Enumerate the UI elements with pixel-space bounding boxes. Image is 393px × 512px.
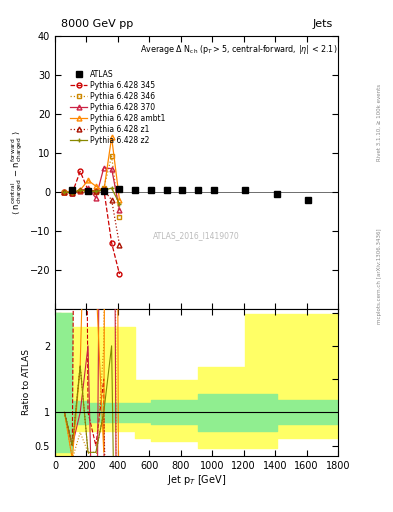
Pythia 6.428 345 [101, 186, 106, 192]
Pythia 6.428 345 [86, 187, 90, 193]
Pythia 6.428 346 [86, 188, 90, 195]
Text: mcplots.cern.ch [arXiv:1306.3436]: mcplots.cern.ch [arXiv:1306.3436] [377, 229, 382, 324]
ATLAS [149, 187, 153, 193]
Pythia 6.428 z2 [78, 187, 83, 193]
ATLAS [180, 187, 185, 193]
Pythia 6.428 z1 [70, 190, 75, 196]
ATLAS [196, 187, 200, 193]
Pythia 6.428 z2 [101, 187, 106, 193]
Pythia 6.428 370 [78, 188, 83, 194]
Pythia 6.428 z1 [101, 187, 106, 193]
Pythia 6.428 z2 [94, 188, 98, 195]
Y-axis label: $\langle$ n$^{\rm central}_{\rm charged}$ $-$ n$^{\rm forward}_{\rm charged}$ $\: $\langle$ n$^{\rm central}_{\rm charged}… [10, 130, 26, 215]
ATLAS [211, 187, 216, 193]
Pythia 6.428 346 [78, 188, 83, 195]
Pythia 6.428 ambt1 [109, 134, 114, 140]
Pythia 6.428 ambt1 [86, 177, 90, 183]
Line: Pythia 6.428 z1: Pythia 6.428 z1 [62, 188, 122, 247]
Line: ATLAS: ATLAS [69, 186, 311, 203]
Pythia 6.428 ambt1 [101, 188, 106, 195]
Line: Pythia 6.428 z2: Pythia 6.428 z2 [62, 186, 122, 206]
Pythia 6.428 346 [62, 189, 67, 195]
ATLAS [117, 186, 122, 192]
ATLAS [274, 191, 279, 197]
Pythia 6.428 370 [109, 165, 114, 172]
Text: Average $\Delta$ N$_{\rm ch}$ (p$_T$$>$5, central-forward, $|\eta|$ < 2.1): Average $\Delta$ N$_{\rm ch}$ (p$_T$$>$5… [140, 42, 337, 56]
Pythia 6.428 z2 [109, 185, 114, 191]
Pythia 6.428 370 [101, 165, 106, 171]
Pythia 6.428 370 [70, 190, 75, 196]
Pythia 6.428 ambt1 [117, 197, 122, 203]
ATLAS [86, 188, 90, 194]
Text: Rivet 3.1.10, ≥ 100k events: Rivet 3.1.10, ≥ 100k events [377, 84, 382, 161]
Pythia 6.428 346 [70, 189, 75, 196]
Pythia 6.428 345 [94, 188, 98, 195]
ATLAS [243, 187, 248, 193]
ATLAS [101, 188, 106, 195]
Pythia 6.428 370 [117, 206, 122, 212]
ATLAS [133, 187, 138, 193]
Pythia 6.428 z2 [70, 190, 75, 196]
Pythia 6.428 z2 [62, 189, 67, 195]
Line: Pythia 6.428 346: Pythia 6.428 346 [62, 154, 122, 220]
Pythia 6.428 z1 [78, 187, 83, 193]
Pythia 6.428 ambt1 [94, 183, 98, 189]
Pythia 6.428 345 [78, 168, 83, 175]
Pythia 6.428 370 [86, 185, 90, 191]
Line: Pythia 6.428 345: Pythia 6.428 345 [62, 169, 122, 276]
Pythia 6.428 z1 [62, 189, 67, 195]
Pythia 6.428 ambt1 [70, 189, 75, 196]
Pythia 6.428 346 [101, 185, 106, 191]
ATLAS [164, 187, 169, 193]
Pythia 6.428 z1 [117, 242, 122, 248]
Pythia 6.428 370 [62, 189, 67, 195]
Line: Pythia 6.428 370: Pythia 6.428 370 [62, 165, 122, 212]
Pythia 6.428 345 [117, 271, 122, 277]
Pythia 6.428 z1 [94, 188, 98, 195]
Pythia 6.428 z1 [86, 188, 90, 195]
Legend: ATLAS, Pythia 6.428 345, Pythia 6.428 346, Pythia 6.428 370, Pythia 6.428 ambt1,: ATLAS, Pythia 6.428 345, Pythia 6.428 34… [67, 67, 169, 147]
Pythia 6.428 346 [94, 188, 98, 195]
Pythia 6.428 z1 [109, 197, 114, 203]
Text: 8000 GeV pp: 8000 GeV pp [61, 19, 133, 29]
Pythia 6.428 345 [62, 189, 67, 195]
Pythia 6.428 z2 [117, 201, 122, 207]
Text: ATLAS_2016_I1419070: ATLAS_2016_I1419070 [153, 231, 240, 240]
Pythia 6.428 346 [109, 153, 114, 159]
ATLAS [306, 197, 310, 203]
Pythia 6.428 345 [70, 190, 75, 196]
Pythia 6.428 ambt1 [78, 187, 83, 193]
Pythia 6.428 z2 [86, 188, 90, 195]
ATLAS [70, 187, 75, 193]
Line: Pythia 6.428 ambt1: Pythia 6.428 ambt1 [62, 135, 122, 202]
X-axis label: Jet p$_T$ [GeV]: Jet p$_T$ [GeV] [167, 473, 226, 487]
Pythia 6.428 345 [109, 240, 114, 246]
Pythia 6.428 370 [94, 195, 98, 201]
Text: Jets: Jets [312, 19, 332, 29]
Pythia 6.428 346 [117, 215, 122, 221]
Y-axis label: Ratio to ATLAS: Ratio to ATLAS [22, 350, 31, 415]
Pythia 6.428 ambt1 [62, 189, 67, 195]
